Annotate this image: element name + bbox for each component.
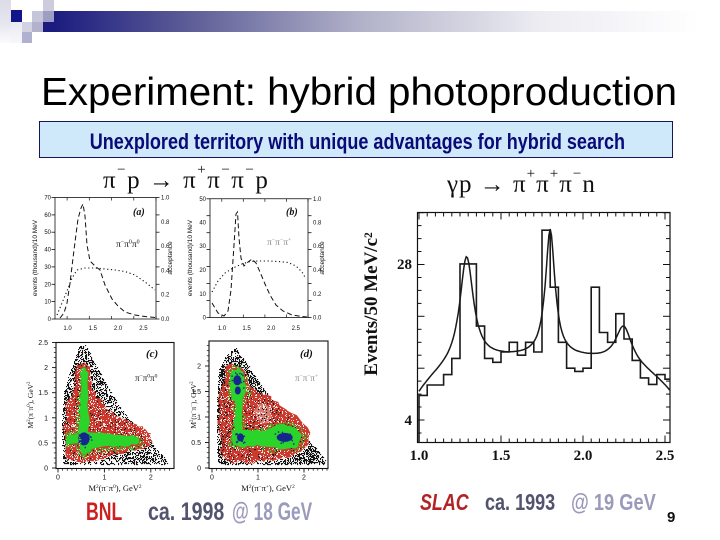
svg-text:40: 40	[44, 248, 51, 254]
svg-text:1: 1	[102, 475, 106, 482]
svg-text:0.0: 0.0	[313, 316, 322, 322]
svg-text:20: 20	[44, 282, 51, 288]
svg-text:0: 0	[210, 475, 214, 482]
svg-text:70: 70	[44, 196, 51, 202]
svg-text:2.0: 2.0	[574, 448, 593, 464]
svg-text:π−π0π0: π−π0π0	[116, 239, 140, 250]
svg-text:1: 1	[197, 415, 201, 422]
svg-text:2: 2	[302, 475, 306, 482]
svg-text:acceptance: acceptance	[167, 241, 174, 275]
svg-text:0.8: 0.8	[313, 221, 322, 227]
svg-text:1.0: 1.0	[313, 197, 322, 203]
svg-text:1: 1	[44, 415, 48, 422]
svg-text:28: 28	[397, 257, 412, 273]
svg-text:0.5: 0.5	[191, 440, 201, 447]
svg-text:50: 50	[44, 230, 51, 236]
svg-text:0: 0	[44, 466, 48, 473]
svg-text:0.6: 0.6	[313, 244, 322, 250]
svg-text:1: 1	[256, 475, 260, 482]
svg-text:10: 10	[44, 300, 51, 306]
svg-text:1.0: 1.0	[161, 196, 170, 202]
svg-text:(d): (d)	[300, 348, 313, 360]
svg-text:10: 10	[199, 292, 206, 298]
svg-text:2.5: 2.5	[38, 340, 48, 347]
svg-text:2.0: 2.0	[267, 326, 276, 332]
svg-text:2.5: 2.5	[292, 326, 301, 332]
svg-text:0.0: 0.0	[161, 317, 170, 323]
svg-text:M2(π−π0), GeV2: M2(π−π0), GeV2	[26, 381, 35, 429]
svg-text:(a): (a)	[133, 207, 145, 218]
svg-text:0: 0	[48, 317, 52, 323]
svg-text:4: 4	[405, 413, 413, 429]
svg-text:π−π−π+: π−π−π+	[267, 237, 292, 248]
svg-text:1.5: 1.5	[89, 326, 98, 332]
svg-text:30: 30	[199, 244, 206, 250]
svg-text:0.8: 0.8	[161, 220, 170, 226]
svg-text:M2(π−π0), GeV2: M2(π−π0), GeV2	[88, 483, 141, 493]
svg-text:2.5: 2.5	[139, 326, 148, 332]
svg-text:M2(π−π+), GeV2: M2(π−π+), GeV2	[241, 483, 295, 493]
svg-text:1.5: 1.5	[38, 390, 48, 397]
svg-text:1.5: 1.5	[492, 448, 511, 464]
svg-text:2: 2	[44, 365, 48, 372]
svg-text:Events/50 MeV/c²: Events/50 MeV/c²	[361, 232, 382, 376]
svg-text:60: 60	[44, 213, 51, 219]
svg-text:π−π0π0: π−π0π0	[135, 373, 158, 383]
svg-text:π−π−π+: π−π−π+	[295, 373, 318, 383]
svg-text:0.6: 0.6	[161, 244, 170, 250]
svg-text:2.5: 2.5	[656, 448, 675, 464]
svg-text:1.5: 1.5	[242, 326, 251, 332]
svg-text:0.2: 0.2	[161, 293, 170, 299]
svg-text:events (thousand)/10 MeV: events (thousand)/10 MeV	[187, 219, 194, 296]
svg-text:2: 2	[149, 475, 153, 482]
svg-text:(c): (c)	[146, 348, 158, 360]
svg-text:0: 0	[203, 316, 207, 322]
svg-text:0.2: 0.2	[313, 292, 322, 298]
svg-text:0: 0	[56, 475, 60, 482]
svg-text:20: 20	[199, 268, 206, 274]
svg-text:0.5: 0.5	[38, 440, 48, 447]
svg-text:0.4: 0.4	[313, 268, 322, 274]
svg-text:acceptance: acceptance	[319, 241, 326, 275]
svg-text:2.0: 2.0	[114, 326, 123, 332]
svg-text:1.5: 1.5	[191, 389, 201, 396]
svg-text:50: 50	[199, 197, 206, 203]
svg-text:30: 30	[44, 265, 51, 271]
svg-text:0: 0	[197, 466, 201, 473]
svg-text:1.0: 1.0	[410, 448, 429, 464]
svg-text:40: 40	[199, 221, 206, 227]
svg-text:1.0: 1.0	[218, 326, 227, 332]
svg-text:(b): (b)	[286, 207, 298, 218]
svg-text:events (thousand)/10 MeV: events (thousand)/10 MeV	[32, 219, 39, 296]
svg-text:M2(π−π−), GeV2: M2(π−π−), GeV2	[189, 381, 198, 429]
svg-text:0.4: 0.4	[161, 268, 170, 274]
svg-text:2: 2	[197, 364, 201, 371]
svg-text:1.0: 1.0	[63, 326, 72, 332]
